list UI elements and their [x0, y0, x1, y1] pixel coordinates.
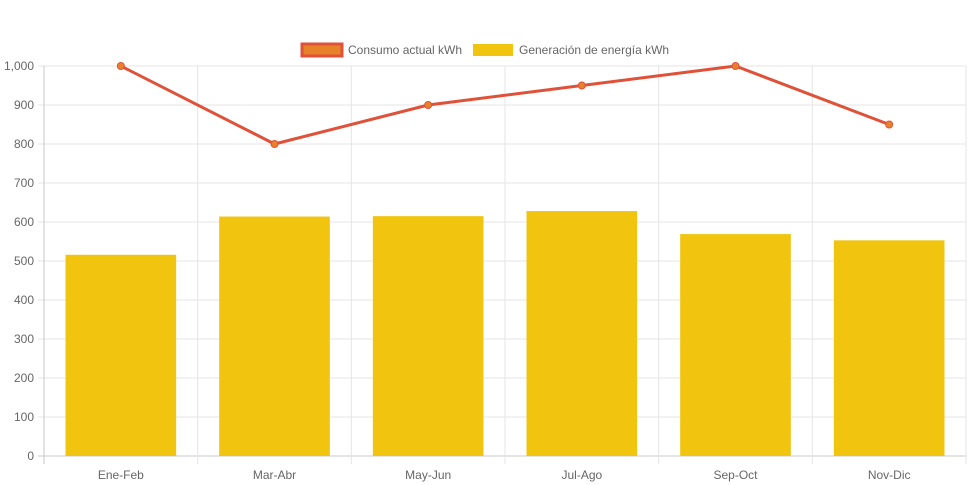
y-axis: 0 100 200 300 400 500 600 700 800 900 1,000 — [4, 59, 34, 463]
series-line — [120, 64, 890, 146]
legend-swatch-consumo — [300, 42, 344, 58]
grid-lines — [38, 65, 967, 464]
y-tick-label: 200 — [14, 371, 34, 385]
y-tick-label: 800 — [14, 137, 34, 151]
bar-series — [65, 211, 945, 456]
y-tick-label: 700 — [14, 176, 34, 190]
bar — [65, 254, 177, 456]
y-tick-label: 600 — [14, 215, 34, 229]
x-axis: Ene-Feb Mar-Abr May-Jun Jul-Ago Sep-Oct Nov-D… — [98, 468, 911, 482]
legend-item-consumo[interactable]: Consumo actual kWh — [300, 42, 462, 58]
line-point — [577, 81, 586, 90]
legend-label-consumo: Consumo actual kWh — [348, 43, 462, 57]
bar — [680, 234, 791, 456]
line-series — [116, 62, 894, 148]
line-point — [116, 62, 125, 70]
y-tick-label: 400 — [14, 293, 34, 307]
bar — [526, 211, 638, 456]
legend-item-generacion[interactable]: Generación de energía kWh — [473, 43, 669, 57]
line-point — [885, 120, 894, 129]
line-point — [424, 101, 433, 109]
legend-swatch-generacion — [473, 44, 513, 56]
bar — [372, 216, 484, 456]
y-tick-label: 100 — [14, 410, 34, 424]
bar — [833, 240, 945, 456]
line-point — [270, 140, 279, 148]
y-tick-label: 0 — [27, 449, 34, 463]
x-tick-label: Sep-Oct — [713, 468, 758, 482]
legend-label-generacion: Generación de energía kWh — [519, 43, 669, 57]
y-tick-label: 900 — [14, 98, 34, 112]
x-tick-label: Mar-Abr — [253, 468, 296, 482]
x-tick-label: Nov-Dic — [868, 468, 911, 482]
y-tick-label: 500 — [14, 254, 34, 268]
bar — [219, 216, 330, 456]
x-tick-label: May-Jun — [405, 468, 451, 482]
legend: Consumo actual kWh Generación de energía… — [300, 42, 669, 58]
y-tick-label: 1,000 — [4, 59, 34, 73]
y-tick-label: 300 — [14, 332, 34, 346]
line-point — [731, 62, 740, 70]
x-tick-label: Jul-Ago — [561, 468, 602, 482]
x-tick-label: Ene-Feb — [98, 468, 144, 482]
